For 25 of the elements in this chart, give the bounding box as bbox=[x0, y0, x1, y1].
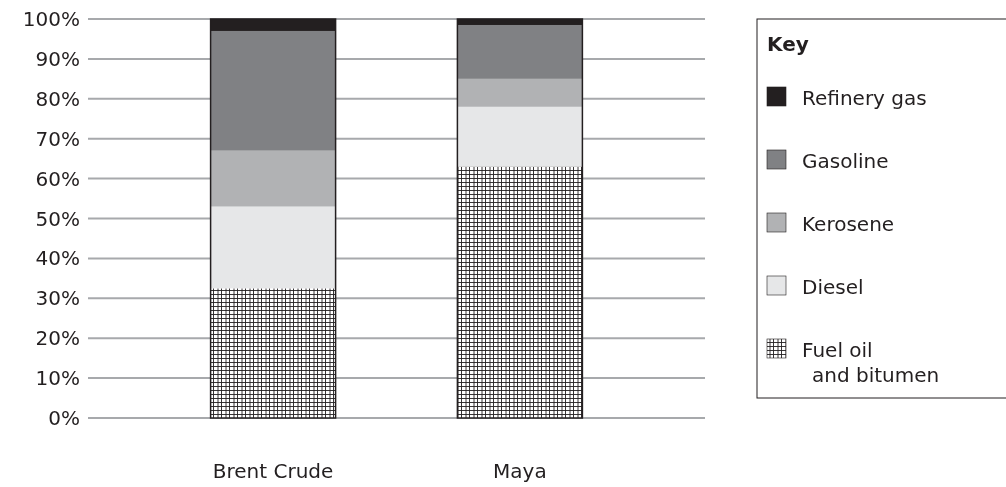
y-tick-label: 30% bbox=[35, 286, 80, 311]
y-tick-label: 90% bbox=[35, 46, 80, 71]
y-tick-label: 20% bbox=[35, 326, 80, 351]
y-tick-label: 40% bbox=[35, 246, 80, 271]
y-tick-label: 70% bbox=[35, 126, 80, 151]
legend-label: Fuel oil and bitumen bbox=[802, 337, 940, 387]
bar bbox=[457, 166, 583, 418]
legend-title: Key bbox=[767, 32, 809, 56]
y-tick-label: 80% bbox=[35, 86, 80, 111]
y-tick-label: 10% bbox=[35, 366, 80, 391]
y-tick-label: 50% bbox=[35, 206, 80, 231]
legend-label: Refinery gas bbox=[802, 85, 927, 110]
bar bbox=[210, 30, 336, 151]
y-tick-label: 100% bbox=[22, 7, 80, 31]
x-tick-label: Maya bbox=[493, 459, 547, 483]
bar bbox=[457, 24, 583, 79]
bar bbox=[210, 206, 336, 289]
legend-label: Diesel bbox=[802, 274, 864, 299]
legend-label: Kerosene bbox=[802, 211, 895, 236]
bar bbox=[457, 106, 583, 167]
x-tick-label: Brent Crude bbox=[212, 459, 334, 483]
bar bbox=[210, 288, 336, 418]
legend-label: Gasoline bbox=[802, 148, 889, 173]
y-tick-label: 0% bbox=[48, 406, 80, 430]
y-tick-label: 60% bbox=[35, 166, 80, 191]
